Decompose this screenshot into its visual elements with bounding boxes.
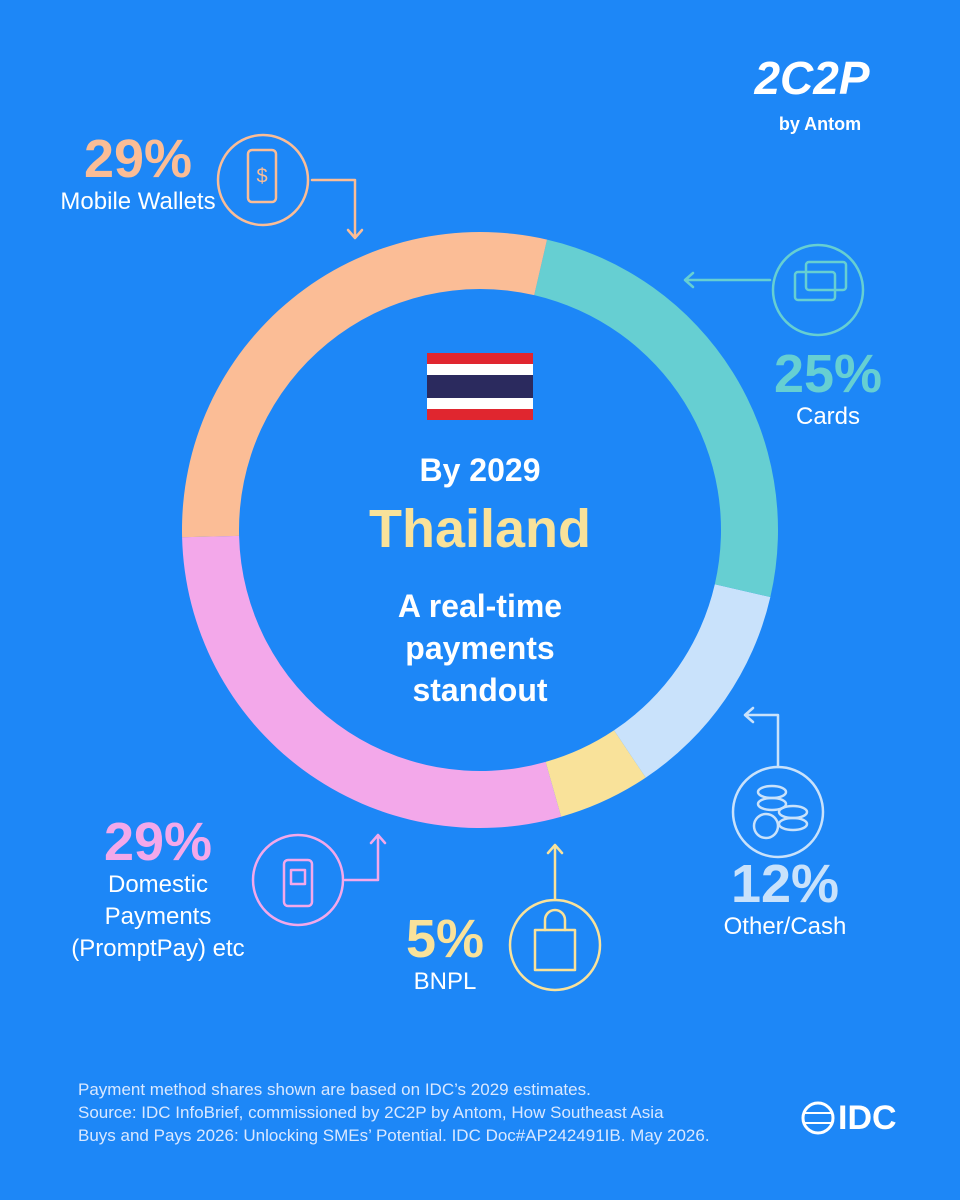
card-icon [683, 243, 865, 337]
thai-flag [427, 353, 533, 420]
donut-segment [545, 730, 646, 817]
footnote: Payment method shares shown are based on… [78, 1080, 591, 1099]
coins-icon [731, 706, 825, 859]
donut-segment [182, 535, 562, 828]
footnote: Source: IDC InfoBrief, commissioned by 2… [78, 1103, 664, 1122]
donut-segment [534, 239, 778, 598]
category-label: Domestic Payments (PromptPay) etc [71, 871, 245, 962]
center-title: Thailand [368, 499, 591, 559]
donut-segment [614, 584, 771, 778]
category-label: Other/Cash [723, 913, 847, 940]
qr-phone-icon [251, 833, 387, 927]
category-label: Mobile Wallets [60, 188, 216, 215]
bag-icon [508, 843, 602, 992]
brand-logo: 2C2P [753, 52, 869, 104]
value-label: 12% [730, 854, 840, 914]
category-label: BNPL [413, 968, 477, 995]
value-label: 29% [103, 812, 213, 872]
footnote: Buys and Pays 2026: Unlocking SMEs’ Pote… [78, 1126, 710, 1145]
center-tagline: A real-time payments standout [397, 588, 563, 708]
value-label: 5% [405, 909, 485, 969]
value-label: 29% [83, 129, 193, 189]
center-subtitle: By 2029 [419, 452, 541, 488]
wallet-icon: $ [216, 133, 364, 240]
svg-text:$: $ [256, 165, 267, 187]
brand-byline: by Antom [779, 114, 861, 134]
category-label: Cards [795, 403, 861, 430]
idc-logo: IDC [801, 1099, 897, 1137]
donut-segment [182, 232, 548, 538]
source-logo: IDC [838, 1099, 897, 1137]
value-label: 25% [773, 344, 883, 404]
